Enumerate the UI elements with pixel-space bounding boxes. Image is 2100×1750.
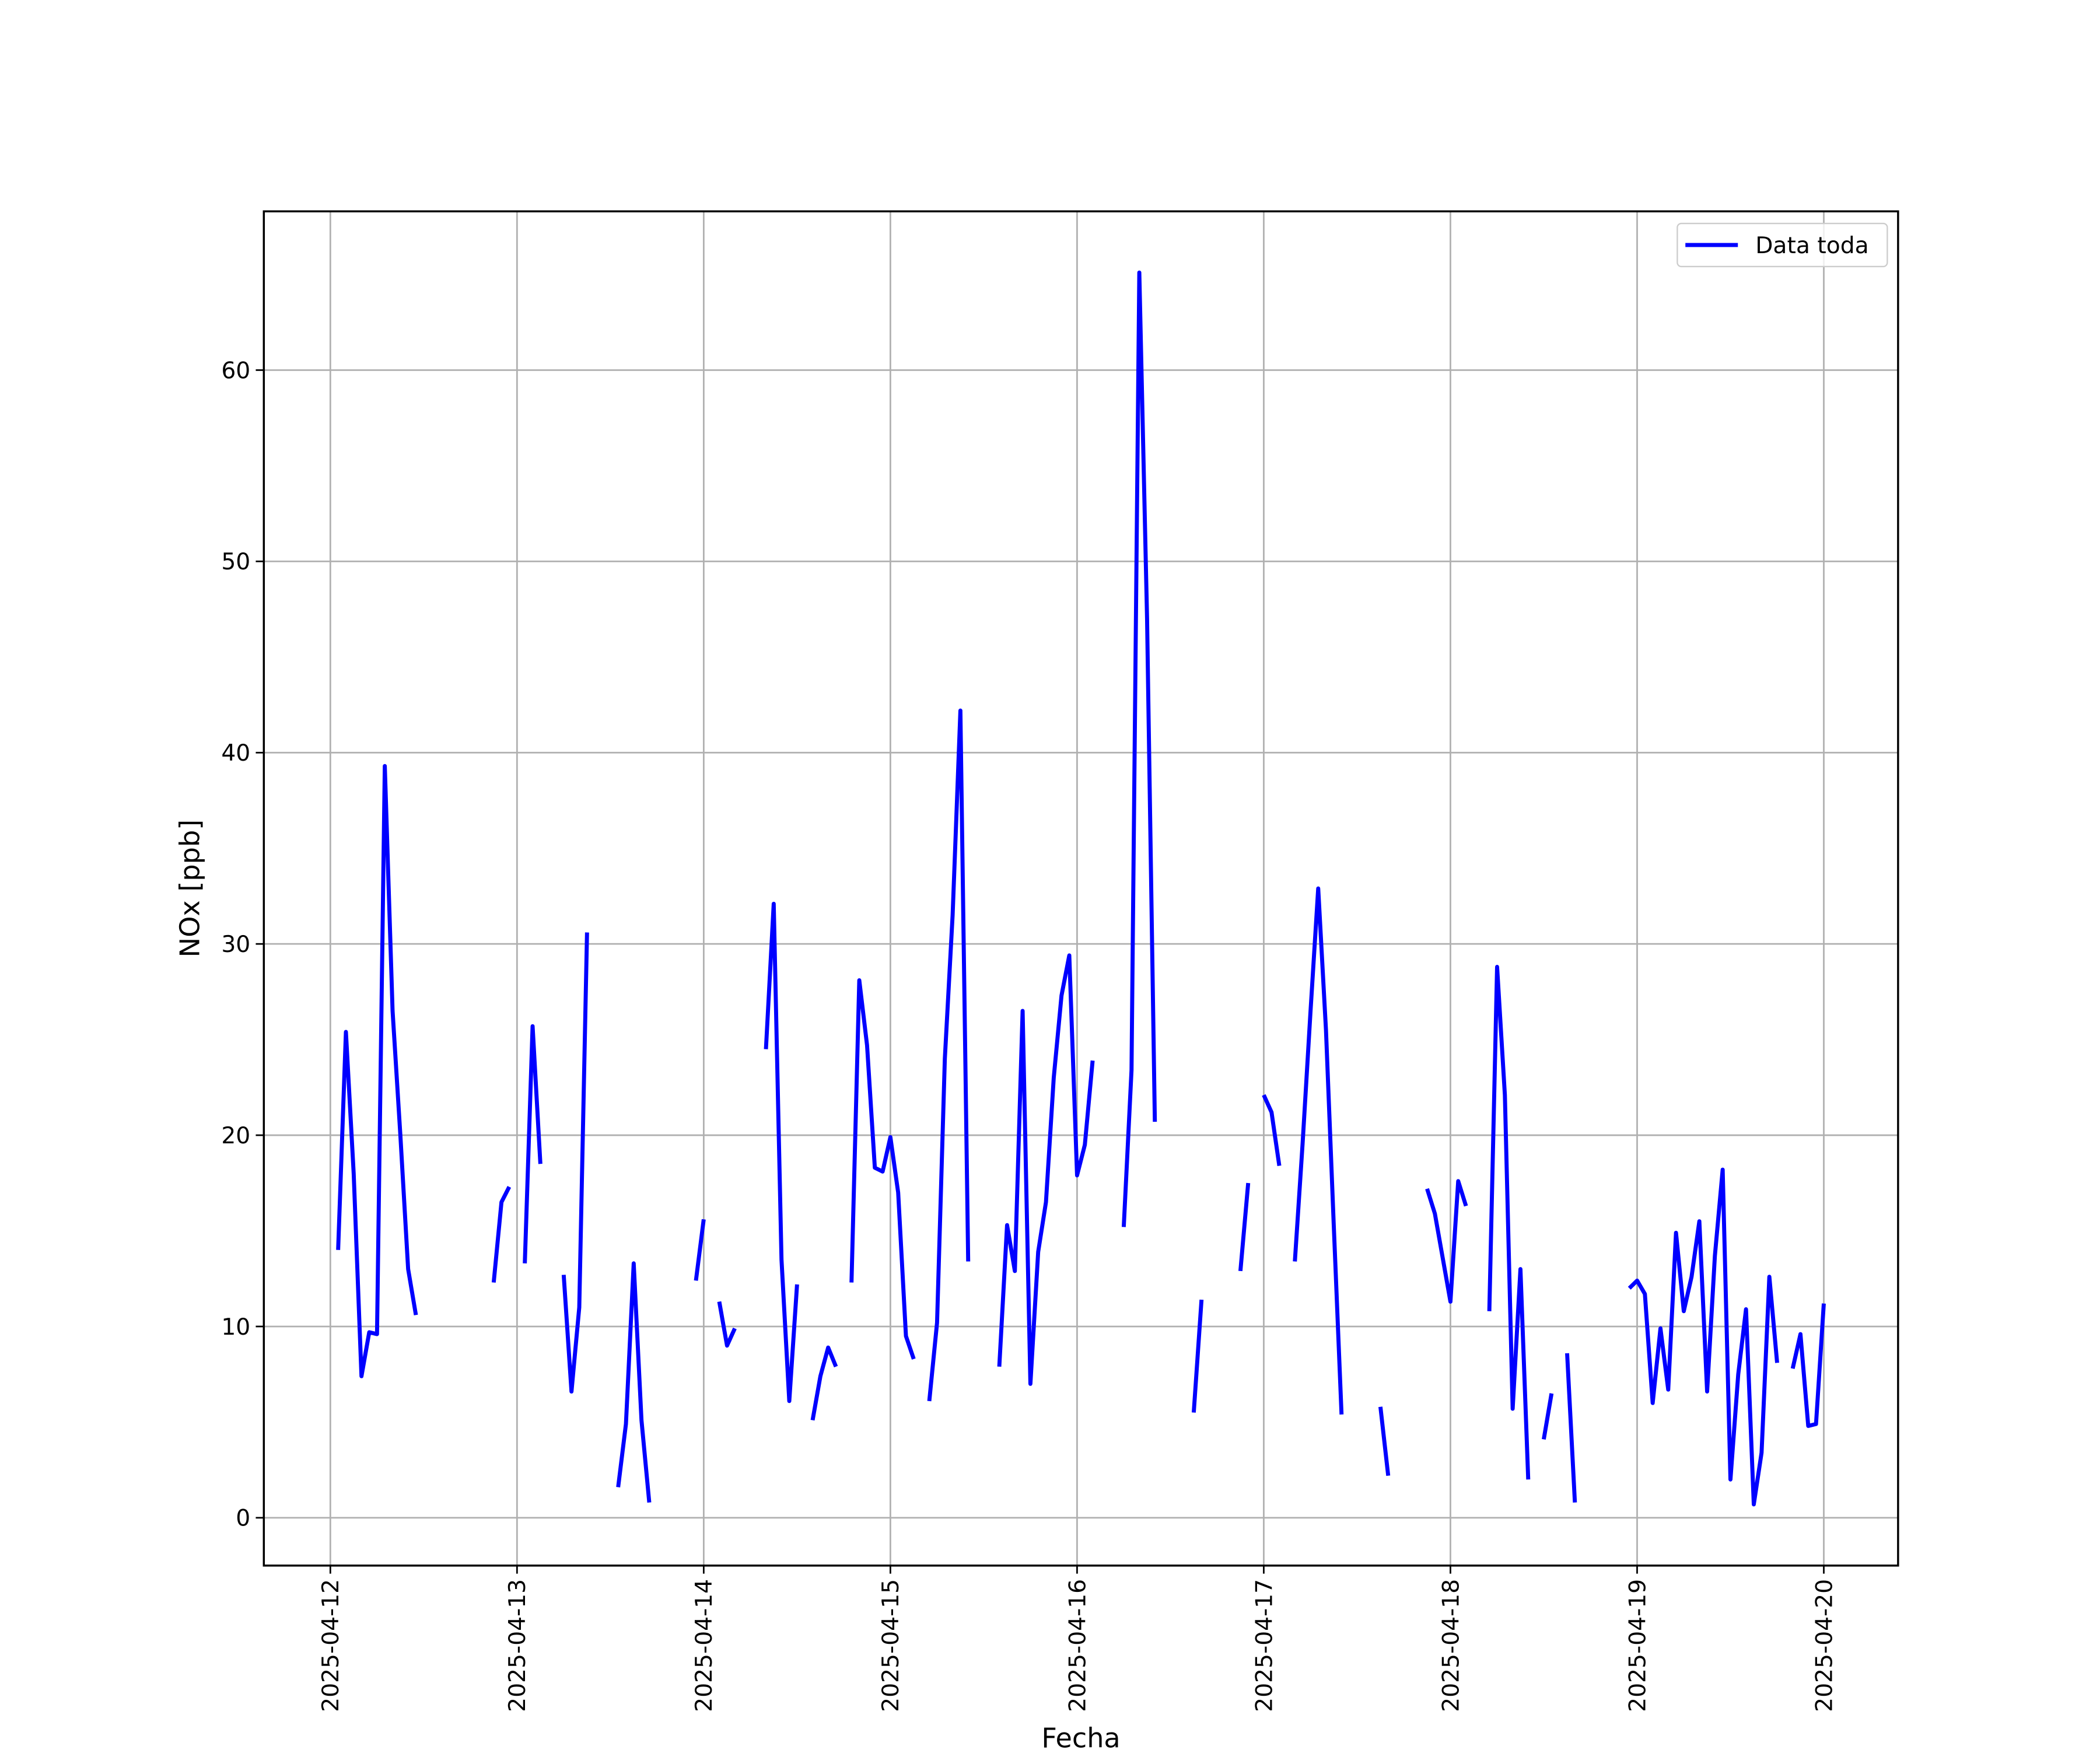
x-tick-label: 2025-04-18: [1438, 1579, 1464, 1712]
y-tick-label: 60: [221, 358, 250, 384]
data-line: [336, 270, 1826, 1507]
y-axis-label: NOx [ppb]: [174, 820, 206, 958]
x-tick-label: 2025-04-13: [505, 1579, 531, 1712]
y-tick-label: 20: [221, 1123, 250, 1149]
x-tick-label: 2025-04-19: [1625, 1579, 1651, 1712]
x-tick-label: 2025-04-14: [691, 1579, 718, 1712]
y-tick-label: 0: [236, 1506, 250, 1532]
x-tick-label: 2025-04-15: [878, 1579, 904, 1712]
legend-box: [1676, 222, 1888, 268]
x-tick-label: 2025-04-12: [318, 1579, 344, 1712]
y-tick-label: 40: [221, 740, 250, 766]
y-tick-label: 30: [221, 932, 250, 958]
x-tick-label: 2025-04-16: [1065, 1579, 1091, 1712]
axes-frame: [262, 210, 1899, 1567]
x-tick-label: 2025-04-20: [1811, 1579, 1838, 1712]
y-tick-label: 50: [221, 549, 250, 575]
y-tick-label: 10: [221, 1314, 250, 1340]
x-tick-label: 2025-04-17: [1251, 1579, 1278, 1712]
x-axis-label: Fecha: [1041, 1722, 1120, 1750]
legend-label: Data toda: [1755, 233, 1868, 259]
